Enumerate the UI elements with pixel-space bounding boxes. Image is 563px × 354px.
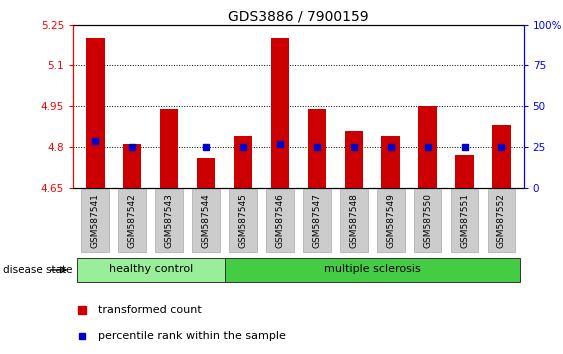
Bar	[160, 109, 178, 188]
Text: GSM587546: GSM587546	[275, 193, 284, 248]
Title: GDS3886 / 7900159: GDS3886 / 7900159	[228, 10, 369, 24]
Bar	[123, 144, 141, 188]
Text: GSM587552: GSM587552	[497, 193, 506, 248]
Text: GSM587548: GSM587548	[349, 193, 358, 248]
Text: GSM587550: GSM587550	[423, 193, 432, 248]
Bar	[450, 189, 479, 252]
Bar	[225, 258, 520, 282]
Text: transformed count: transformed count	[98, 305, 202, 315]
Text: healthy control: healthy control	[109, 264, 193, 274]
Bar	[455, 155, 473, 188]
Text: multiple sclerosis: multiple sclerosis	[324, 264, 421, 274]
Bar	[197, 158, 215, 188]
Text: GSM587542: GSM587542	[128, 193, 137, 248]
Bar	[234, 136, 252, 188]
Text: GSM587543: GSM587543	[164, 193, 173, 248]
Bar	[340, 189, 368, 252]
Bar	[229, 189, 257, 252]
Text: disease state: disease state	[3, 265, 72, 275]
Bar	[266, 189, 294, 252]
Bar	[192, 189, 220, 252]
Bar	[82, 189, 109, 252]
Bar	[155, 189, 183, 252]
Bar	[492, 125, 511, 188]
Bar	[377, 189, 405, 252]
Text: GSM587547: GSM587547	[312, 193, 321, 248]
Text: GSM587549: GSM587549	[386, 193, 395, 248]
Bar	[77, 258, 225, 282]
Text: GSM587541: GSM587541	[91, 193, 100, 248]
Bar	[118, 189, 146, 252]
Bar	[488, 189, 515, 252]
Bar	[382, 136, 400, 188]
Bar	[345, 131, 363, 188]
Text: GSM587551: GSM587551	[460, 193, 469, 248]
Text: percentile rank within the sample: percentile rank within the sample	[98, 331, 286, 341]
Bar	[303, 189, 330, 252]
Text: GSM587545: GSM587545	[239, 193, 248, 248]
Bar	[86, 38, 105, 188]
Bar	[307, 109, 326, 188]
Bar	[414, 189, 441, 252]
Bar	[418, 106, 437, 188]
Bar	[271, 38, 289, 188]
Text: GSM587544: GSM587544	[202, 193, 211, 248]
